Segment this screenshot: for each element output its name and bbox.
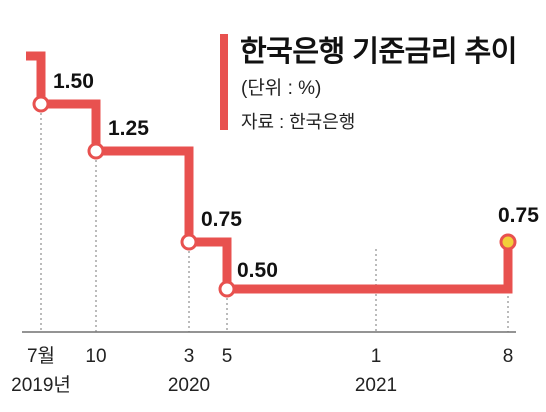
x-tick-label-1: 10 xyxy=(85,346,106,367)
title-accent-bar xyxy=(220,34,228,130)
data-point-1 xyxy=(87,142,105,160)
data-point-2 xyxy=(180,233,198,251)
year-label-1: 2020 xyxy=(168,375,210,396)
data-label-0: 1.50 xyxy=(53,70,94,93)
data-point-0 xyxy=(32,95,50,113)
source-label: 자료 : 한국은행 xyxy=(241,112,356,132)
x-tick-label-5: 8 xyxy=(503,346,514,367)
data-label-2: 0.75 xyxy=(201,208,242,231)
x-tick-label-2: 3 xyxy=(184,346,195,367)
data-point-4 xyxy=(499,233,517,251)
data-point-3 xyxy=(218,280,236,298)
x-tick-label-4: 1 xyxy=(371,346,382,367)
chart-title: 한국은행 기준금리 추이 xyxy=(240,36,517,68)
year-label-0: 2019년 xyxy=(11,374,71,396)
x-tick-label-0: 7월 xyxy=(27,345,55,367)
rate-step-line xyxy=(26,51,513,294)
x-tick-label-3: 5 xyxy=(222,346,233,367)
data-label-3: 0.50 xyxy=(237,259,278,282)
unit-label: (단위 : %) xyxy=(241,78,322,99)
data-label-1: 1.25 xyxy=(108,117,149,140)
data-label-4: 0.75 xyxy=(498,204,539,227)
year-label-2: 2021 xyxy=(355,375,397,396)
